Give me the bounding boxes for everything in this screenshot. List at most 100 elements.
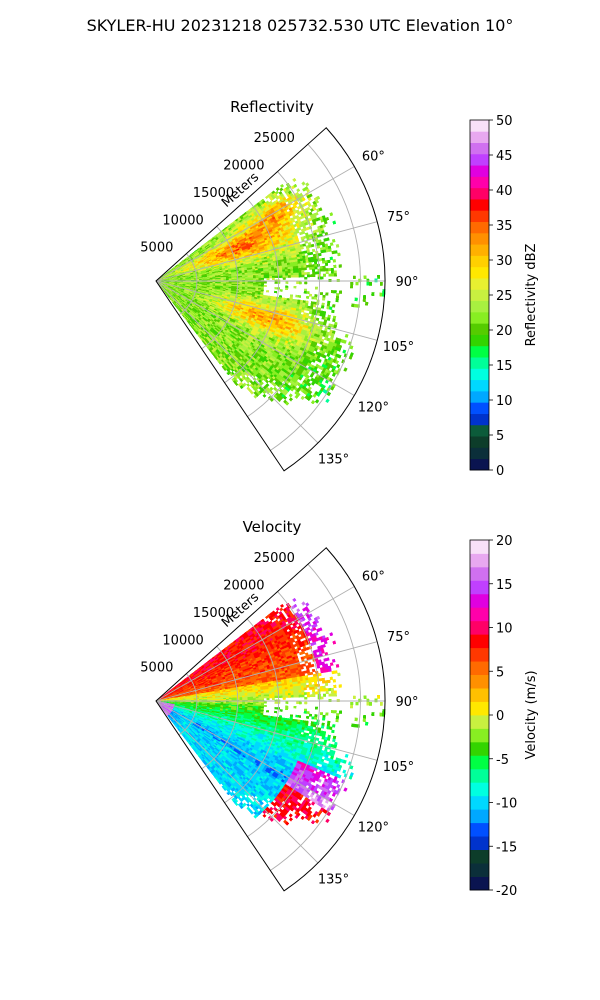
data-cell	[290, 266, 294, 270]
data-cell	[234, 278, 238, 281]
data-cell	[250, 281, 254, 284]
radar-field	[155, 177, 386, 406]
data-cell	[263, 281, 267, 284]
data-cell	[279, 275, 283, 278]
data-cell	[252, 278, 257, 281]
data-cell	[261, 276, 265, 279]
data-cell	[258, 281, 262, 284]
data-cell	[266, 277, 270, 280]
data-cell	[285, 285, 289, 289]
data-cell	[290, 270, 294, 274]
data-cell	[220, 279, 224, 281]
data-cell	[226, 281, 230, 283]
data-cell	[287, 270, 291, 274]
panel-title: Reflectivity	[230, 98, 314, 116]
data-cell	[271, 272, 275, 275]
data-cell	[258, 274, 262, 277]
data-cell	[261, 283, 265, 286]
data-cell	[247, 276, 251, 279]
data-cell	[255, 278, 259, 281]
data-cell	[260, 286, 264, 289]
data-cell	[279, 273, 283, 276]
data-cell	[285, 273, 289, 276]
data-cell	[274, 287, 278, 290]
data-cell	[250, 276, 254, 279]
data-cell	[252, 284, 256, 287]
data-cell	[242, 277, 246, 279]
data-cell	[260, 272, 264, 276]
data-cell	[258, 282, 262, 286]
data-cell	[290, 275, 294, 278]
data-cell	[255, 281, 259, 284]
data-cell	[247, 273, 251, 276]
data-cell	[285, 275, 289, 278]
data-cell	[282, 267, 286, 270]
data-cell	[258, 276, 262, 279]
data-cell	[252, 281, 257, 284]
data-cell	[284, 269, 289, 272]
data-cell	[250, 282, 254, 285]
data-cell	[250, 278, 254, 281]
data-cell	[261, 281, 265, 284]
data-cell	[258, 278, 262, 281]
data-cell	[258, 284, 262, 287]
data-cell	[266, 276, 270, 279]
data-cell	[271, 275, 275, 279]
data-cell	[287, 273, 291, 276]
data-cell	[281, 265, 285, 268]
data-cell	[279, 269, 283, 273]
data-cell	[231, 278, 235, 281]
data-cell	[223, 277, 227, 280]
data-cell	[290, 268, 294, 272]
data-cell	[279, 289, 283, 292]
data-cell	[269, 275, 273, 279]
data-cell	[252, 275, 256, 278]
data-cell	[282, 275, 286, 278]
data-cell	[228, 278, 232, 281]
data-cell	[287, 275, 292, 278]
data-cell	[282, 271, 286, 274]
data-cell	[247, 278, 251, 281]
data-cell	[260, 274, 265, 277]
data-cell	[285, 271, 289, 274]
data-cell	[255, 276, 259, 279]
data-cell	[244, 281, 248, 284]
data-cell	[252, 276, 256, 279]
data-cell	[263, 276, 267, 279]
figure-title: SKYLER-HU 20231218 025732.530 UTC Elevat…	[86, 16, 514, 35]
data-cell	[266, 272, 270, 275]
data-cell	[290, 272, 294, 276]
data-cell	[274, 273, 278, 277]
data-cell	[282, 273, 286, 276]
data-cell	[287, 266, 291, 270]
data-cell	[255, 274, 259, 277]
data-cell	[239, 281, 243, 283]
data-cell	[244, 275, 248, 278]
data-cell	[285, 281, 289, 284]
data-cell	[239, 278, 243, 281]
data-cell	[287, 268, 291, 272]
data-cell	[271, 274, 275, 277]
data-cell	[247, 282, 251, 285]
reflectivity-panel: Reflectivity50001000015000200002500060°7…	[140, 98, 539, 479]
data-cell	[252, 282, 256, 285]
data-cell	[250, 275, 254, 278]
data-cell	[261, 278, 265, 281]
data-cell	[271, 277, 275, 280]
data-cell	[265, 290, 270, 293]
data-cell	[242, 278, 246, 281]
data-cell	[282, 277, 286, 280]
data-cell	[274, 281, 278, 284]
data-cell	[220, 281, 224, 283]
data-cell	[223, 279, 227, 281]
data-cell	[274, 275, 278, 279]
data-cell	[255, 282, 259, 285]
data-cell	[252, 273, 256, 276]
data-cell	[285, 287, 289, 291]
data-cell	[263, 274, 267, 277]
data-cell	[274, 290, 278, 294]
data-cell	[266, 274, 270, 277]
data-cell	[231, 277, 235, 280]
data-cell	[279, 271, 283, 275]
